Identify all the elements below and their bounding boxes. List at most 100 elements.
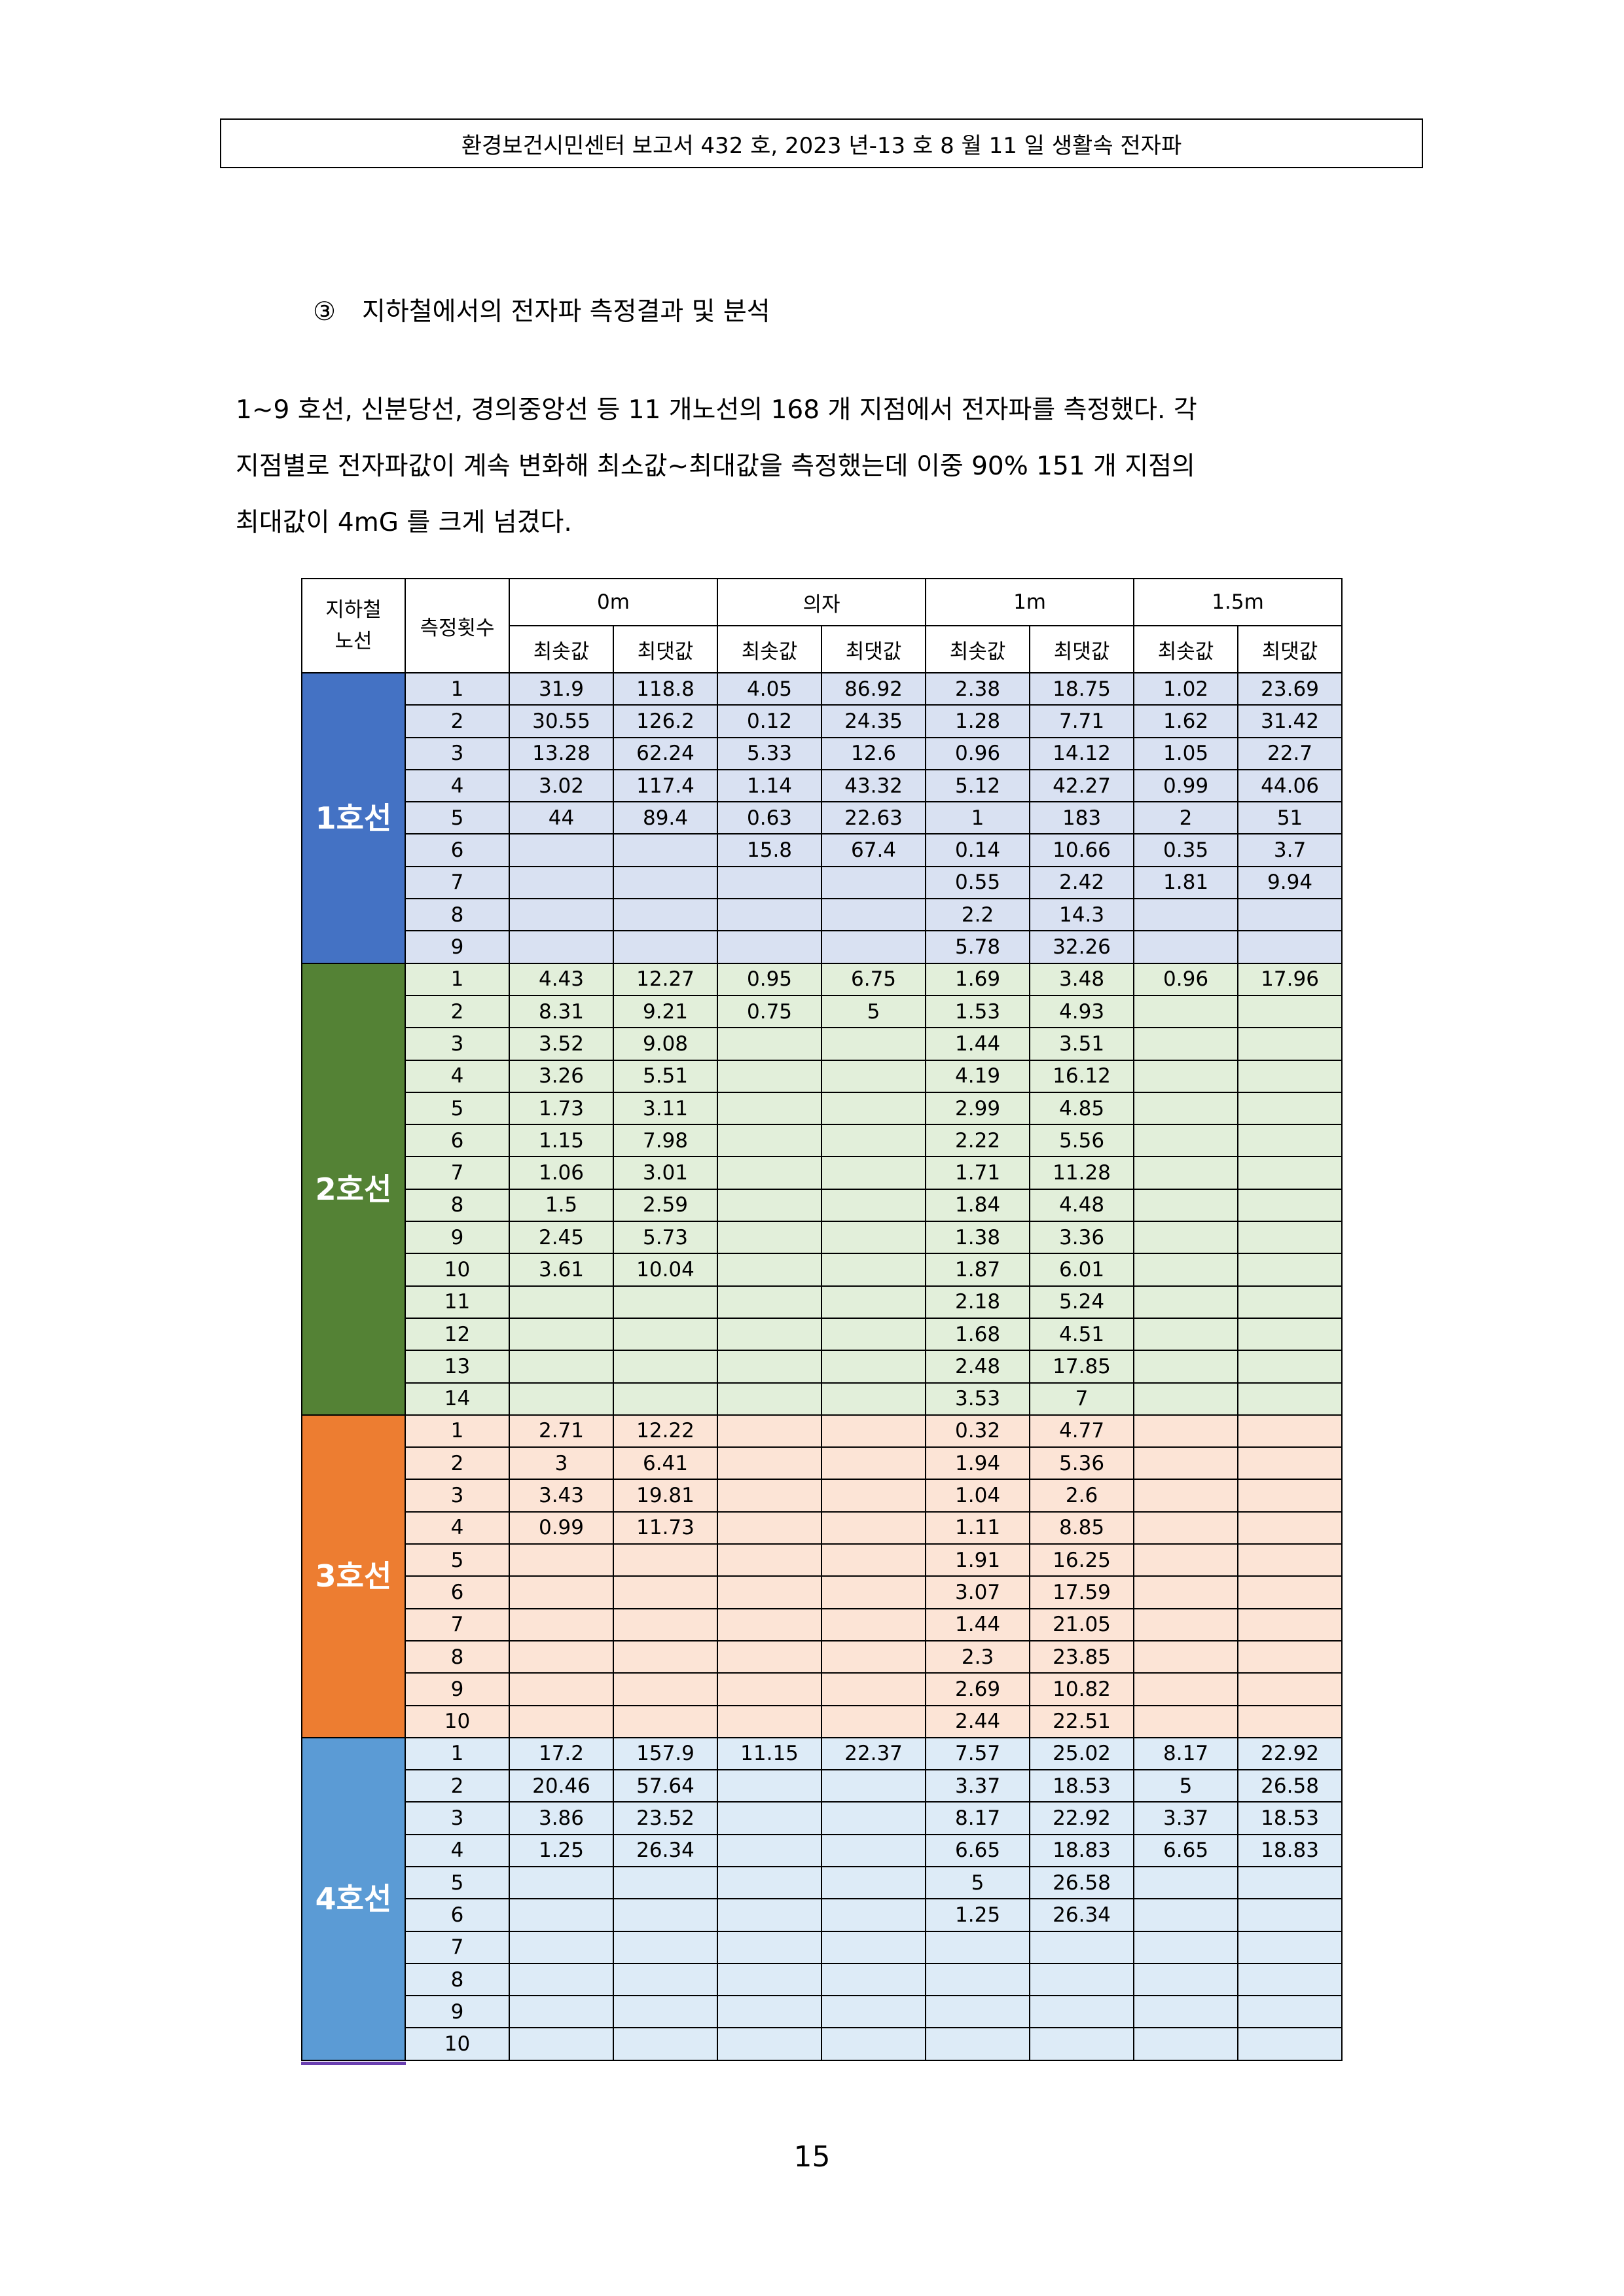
value-cell <box>821 1769 927 1803</box>
count-cell: 1 <box>405 1736 510 1771</box>
value-cell <box>821 898 927 932</box>
value-cell: 7.71 <box>1029 704 1135 738</box>
value-cell: 1.44 <box>925 1607 1031 1641</box>
value-cell <box>509 1575 614 1609</box>
count-cell: 6 <box>405 1124 510 1158</box>
value-cell: 3.52 <box>509 1027 614 1061</box>
value-cell: 157.9 <box>612 1736 719 1771</box>
value-cell: 44 <box>509 801 614 835</box>
header-line-label: 지하철 노선 <box>325 598 382 653</box>
value-cell: 3.36 <box>1029 1221 1135 1255</box>
count-cell: 6 <box>405 1575 510 1609</box>
value-cell: 17.59 <box>1029 1575 1135 1609</box>
value-cell: 11.15 <box>717 1736 823 1771</box>
value-cell: 5.36 <box>1029 1446 1135 1480</box>
value-cell: 1.38 <box>925 1221 1031 1255</box>
value-cell <box>509 1995 614 2029</box>
value-cell: 3.48 <box>1029 962 1135 996</box>
value-cell: 3.86 <box>509 1801 614 1835</box>
value-cell <box>509 2027 614 2061</box>
value-cell: 4.43 <box>509 962 614 996</box>
value-cell <box>509 898 614 932</box>
value-cell: 8.31 <box>509 994 614 1029</box>
value-cell: 4.19 <box>925 1059 1031 1093</box>
value-cell: 16.25 <box>1029 1543 1135 1577</box>
value-cell <box>717 1188 823 1223</box>
value-cell: 2.42 <box>1029 865 1135 900</box>
count-cell: 8 <box>405 898 510 932</box>
value-cell <box>821 1317 927 1352</box>
value-cell <box>821 1446 927 1480</box>
value-cell <box>717 1575 823 1609</box>
header-group-0m: 0m <box>508 578 719 626</box>
value-cell <box>1133 1640 1239 1674</box>
value-cell: 1.25 <box>925 1898 1031 1932</box>
value-cell <box>1133 1059 1239 1093</box>
value-cell <box>821 2027 927 2061</box>
count-cell: 7 <box>405 1607 510 1641</box>
value-cell <box>509 1285 614 1319</box>
count-cell: 8 <box>405 1640 510 1674</box>
value-cell <box>717 1769 823 1803</box>
value-cell <box>612 2027 719 2061</box>
value-cell <box>1237 1995 1343 2029</box>
value-cell <box>821 1382 927 1416</box>
value-cell: 8.17 <box>925 1801 1031 1835</box>
count-cell: 5 <box>405 1091 510 1126</box>
value-cell: 1 <box>925 801 1031 835</box>
value-cell <box>1029 1995 1135 2029</box>
table-bottom-accent <box>301 2062 406 2065</box>
value-cell <box>612 1930 719 1964</box>
value-cell <box>1029 1962 1135 1997</box>
table-row: 5 44 89.4 0.63 22.63 1 183 2 51 <box>302 801 1343 835</box>
value-cell <box>821 1833 927 1867</box>
value-cell <box>1237 2027 1343 2061</box>
value-cell: 0.63 <box>717 801 823 835</box>
value-cell <box>1237 1317 1343 1352</box>
value-cell <box>821 1188 927 1223</box>
value-cell: 8.85 <box>1029 1511 1135 1545</box>
value-cell: 1.15 <box>509 1124 614 1158</box>
value-cell <box>612 1382 719 1416</box>
value-cell: 20.46 <box>509 1769 614 1803</box>
value-cell: 8.17 <box>1133 1736 1239 1771</box>
value-cell: 2.99 <box>925 1091 1031 1126</box>
value-cell: 4.93 <box>1029 994 1135 1029</box>
value-cell <box>1237 1221 1343 1255</box>
count-cell: 8 <box>405 1962 510 1997</box>
value-cell <box>509 1640 614 1674</box>
line-label: 3호선 <box>301 1414 406 1738</box>
value-cell <box>1237 1930 1343 1964</box>
table-row: 5 1.91 16.25 <box>302 1543 1343 1577</box>
table-row: 6 3.07 17.59 <box>302 1575 1343 1609</box>
value-cell: 0.14 <box>925 833 1031 867</box>
table-row: 3호선 1 2.71 12.22 0.32 4.77 <box>301 1414 1343 1738</box>
value-cell <box>509 1543 614 1577</box>
value-cell <box>1237 1059 1343 1093</box>
value-cell <box>1237 1865 1343 1900</box>
value-cell: 4.85 <box>1029 1091 1135 1126</box>
value-cell <box>717 1317 823 1352</box>
value-cell: 10.82 <box>1029 1672 1135 1706</box>
value-cell: 3.37 <box>925 1769 1031 1803</box>
value-cell <box>509 1607 614 1641</box>
value-cell: 1.91 <box>925 1543 1031 1577</box>
value-cell <box>717 1865 823 1900</box>
value-cell: 3.43 <box>509 1479 614 1513</box>
table-row: 9 <box>302 1995 1343 2029</box>
value-cell <box>1237 1898 1343 1932</box>
value-cell <box>1237 898 1343 932</box>
value-cell: 2.22 <box>925 1124 1031 1158</box>
value-cell: 25.02 <box>1029 1736 1135 1771</box>
value-cell: 22.92 <box>1029 1801 1135 1835</box>
value-cell: 10.04 <box>612 1253 719 1287</box>
value-cell <box>1133 1091 1239 1126</box>
value-cell <box>612 1350 719 1384</box>
value-cell <box>509 1704 614 1738</box>
table-row: 5 1.73 3.11 2.99 4.85 <box>302 1091 1343 1126</box>
table-row: 11 2.18 5.24 <box>302 1285 1343 1319</box>
count-cell: 3 <box>405 1027 510 1061</box>
header-count-label: 측정횟수 <box>420 616 495 640</box>
value-cell <box>717 1382 823 1416</box>
value-cell: 2.2 <box>925 898 1031 932</box>
